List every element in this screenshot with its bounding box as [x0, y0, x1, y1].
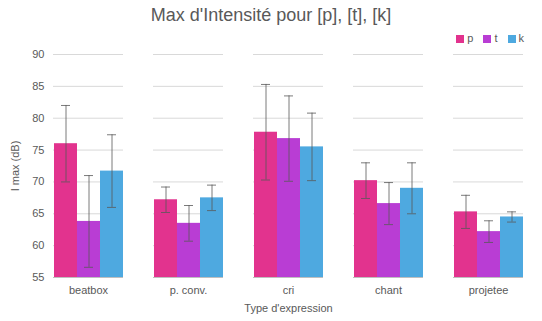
svg-text:80: 80 [32, 112, 44, 124]
svg-text:70: 70 [32, 175, 44, 187]
svg-text:p. conv.: p. conv. [170, 284, 208, 296]
svg-text:chant: chant [375, 284, 402, 296]
svg-text:beatbox: beatbox [69, 284, 109, 296]
html-text:p: p [467, 32, 474, 44]
svg-text:projetee: projetee [469, 284, 509, 296]
svg-text:85: 85 [32, 80, 44, 92]
svg-text:I max (dB): I max (dB) [9, 141, 21, 192]
html-text:t: t [494, 32, 498, 44]
html-text:Max d'Intensité pour [p], [t],: Max d'Intensité pour [p], [t], [k] [150, 5, 392, 25]
svg-text:55: 55 [32, 271, 44, 283]
svg-text:Type d'expression: Type d'expression [244, 302, 332, 314]
svg-text:cri: cri [283, 284, 295, 296]
svg-text:60: 60 [32, 239, 44, 251]
html-text:k: k [518, 32, 524, 44]
svg-text:75: 75 [32, 144, 44, 156]
svg-text:65: 65 [32, 207, 44, 219]
svg-text:90: 90 [32, 48, 44, 60]
